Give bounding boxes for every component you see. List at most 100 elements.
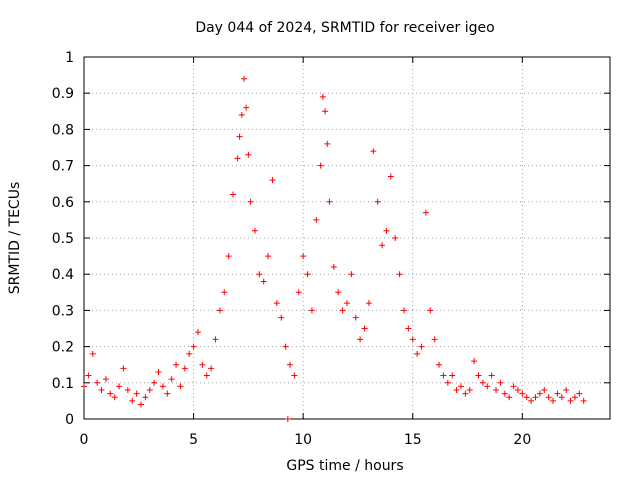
- y-tick-label: 0: [65, 412, 74, 428]
- data-point: [466, 387, 473, 394]
- data-point: [124, 387, 131, 394]
- y-tick-label: 0.4: [52, 267, 74, 283]
- data-point: [225, 253, 232, 260]
- data-point: [440, 372, 447, 379]
- data-point: [319, 93, 326, 100]
- data-point: [374, 198, 381, 205]
- data-point: [243, 104, 250, 111]
- x-tick-label: 0: [80, 432, 89, 448]
- data-points: [81, 75, 587, 422]
- data-point: [116, 383, 123, 390]
- data-point: [216, 307, 223, 314]
- data-point: [221, 289, 228, 296]
- data-point: [151, 379, 158, 386]
- data-point: [335, 289, 342, 296]
- data-point: [322, 108, 329, 115]
- x-axis-label: GPS time / hours: [286, 458, 403, 474]
- data-point: [129, 397, 136, 404]
- data-point: [168, 376, 175, 383]
- data-point: [501, 390, 508, 397]
- data-point: [120, 365, 127, 372]
- y-tick-label: 0.6: [52, 195, 74, 211]
- data-point: [186, 350, 193, 357]
- x-tick-label: 20: [513, 432, 531, 448]
- data-point: [317, 162, 324, 169]
- data-point: [107, 390, 114, 397]
- data-point: [379, 242, 386, 249]
- x-tick-label: 5: [189, 432, 198, 448]
- data-point: [98, 387, 105, 394]
- data-point: [291, 372, 298, 379]
- data-point: [514, 387, 521, 394]
- data-point: [422, 209, 429, 216]
- data-point: [344, 300, 350, 307]
- data-point: [453, 387, 460, 394]
- data-point: [282, 343, 289, 350]
- data-point: [506, 394, 513, 401]
- data-point: [308, 307, 315, 314]
- data-point: [238, 111, 245, 118]
- data-point: [436, 361, 443, 368]
- data-point: [545, 394, 552, 401]
- data-point: [273, 300, 280, 307]
- y-tick-label: 0.5: [52, 231, 74, 247]
- data-point: [523, 394, 530, 401]
- data-point: [352, 314, 359, 321]
- data-point: [528, 397, 535, 404]
- x-tick-label: 15: [404, 432, 422, 448]
- data-point: [519, 390, 526, 397]
- data-point: [330, 263, 337, 270]
- data-point: [203, 372, 210, 379]
- data-point: [383, 227, 390, 234]
- data-point: [284, 416, 291, 422]
- data-point: [449, 372, 456, 379]
- data-point: [387, 173, 394, 180]
- data-point: [365, 300, 372, 307]
- data-point: [181, 365, 188, 372]
- grid: [84, 57, 610, 419]
- data-point: [370, 148, 377, 155]
- data-point: [475, 372, 482, 379]
- data-point: [137, 401, 144, 408]
- data-point: [111, 394, 118, 401]
- data-point: [159, 383, 166, 390]
- data-point: [339, 307, 346, 314]
- y-tick-label: 0.3: [52, 303, 74, 319]
- data-point: [348, 271, 355, 278]
- data-point: [245, 151, 252, 158]
- data-point: [576, 390, 583, 397]
- data-point: [256, 271, 263, 278]
- axis-ticks: [83, 56, 610, 420]
- y-tick-label: 0.7: [52, 159, 74, 175]
- data-point: [392, 235, 399, 241]
- data-point: [304, 271, 311, 278]
- data-point: [190, 343, 197, 350]
- data-point: [251, 227, 258, 234]
- data-point: [471, 358, 478, 365]
- data-point: [313, 216, 320, 223]
- data-point: [94, 379, 101, 386]
- data-point: [493, 387, 500, 394]
- data-point: [287, 361, 294, 368]
- data-point: [396, 271, 403, 278]
- data-point: [554, 390, 561, 397]
- data-point: [536, 390, 543, 397]
- data-point: [479, 379, 486, 386]
- data-point: [265, 253, 272, 260]
- y-tick-label: 0.1: [52, 376, 74, 392]
- data-point: [260, 278, 267, 285]
- x-tick-label: 10: [294, 432, 312, 448]
- data-point: [269, 177, 276, 184]
- data-point: [418, 343, 425, 350]
- data-point: [550, 397, 557, 404]
- data-point: [155, 368, 162, 375]
- data-point: [208, 365, 215, 372]
- data-point: [567, 397, 574, 404]
- data-point: [409, 336, 416, 343]
- y-tick-label: 1: [65, 50, 74, 66]
- data-point: [164, 390, 171, 397]
- y-axis-label: SRMTID / TECUs: [7, 182, 23, 295]
- data-point: [462, 390, 469, 397]
- data-point: [488, 372, 495, 379]
